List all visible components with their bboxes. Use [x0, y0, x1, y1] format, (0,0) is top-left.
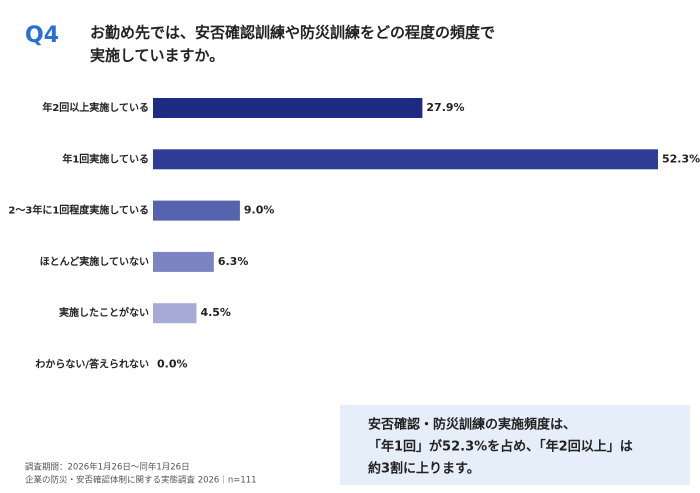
chart-title: 実施していますか。 — [90, 47, 224, 65]
footnote: 調査期間：2026年1月26日～同年1月26日 — [25, 462, 190, 473]
bar — [153, 303, 197, 324]
value-label: 6.3% — [218, 255, 249, 268]
callout-text: 安否確認・防災訓練の実施頻度は、 — [368, 417, 576, 433]
category-label: ほとんど実施していない — [40, 255, 149, 268]
bar — [153, 200, 240, 221]
category-label: わからない/答えられない — [35, 358, 149, 371]
chart-title: お勤め先では、安否確認訓練や防災訓練をどの程度の頻度で — [90, 24, 495, 42]
question-number: Q4 — [25, 23, 59, 48]
value-label: 9.0% — [244, 204, 275, 217]
bar — [153, 149, 658, 170]
footnote: 企業の防災・安否確認体制に関する実態調査 2026｜n=111 — [25, 475, 257, 486]
category-label: 実施したことがない — [59, 306, 149, 319]
category-label: 年1回実施している — [62, 152, 149, 165]
value-label: 27.9% — [426, 101, 464, 114]
callout-text: 「年1回」が52.3%を占め、「年2回以上」は — [368, 439, 633, 455]
bar — [153, 98, 423, 118]
callout-box — [340, 405, 690, 485]
bar — [153, 251, 214, 272]
category-label: 年2回以上実施している — [42, 101, 149, 114]
value-label: 52.3% — [662, 152, 700, 165]
value-label: 4.5% — [200, 306, 231, 319]
category-label: 2～3年に1回程度実施している — [8, 204, 149, 217]
value-label: 0.0% — [157, 358, 188, 371]
callout-text: 約3割に上ります。 — [368, 461, 480, 477]
